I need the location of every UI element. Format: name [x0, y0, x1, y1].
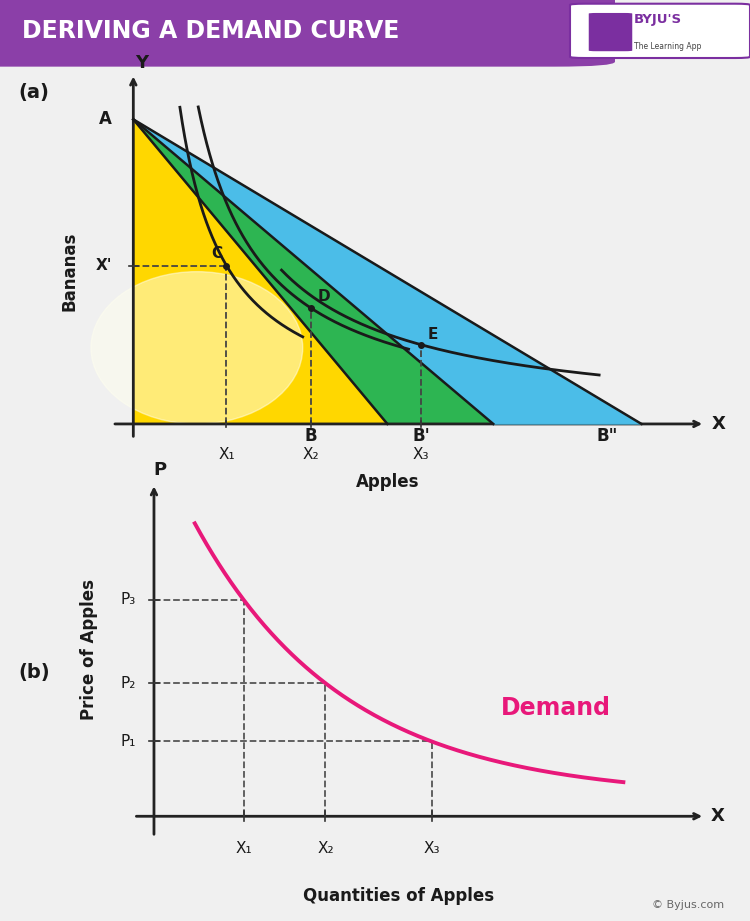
Polygon shape	[134, 120, 388, 424]
Text: B": B"	[597, 426, 618, 445]
Circle shape	[91, 272, 303, 424]
Polygon shape	[134, 120, 494, 424]
Text: BYJU'S: BYJU'S	[634, 13, 682, 26]
FancyBboxPatch shape	[570, 4, 750, 58]
Text: (a): (a)	[19, 83, 50, 101]
Text: X: X	[711, 415, 725, 433]
Text: Apples: Apples	[356, 472, 419, 491]
Text: Bananas: Bananas	[61, 232, 79, 311]
Text: X₁: X₁	[218, 447, 235, 461]
Text: X₃: X₃	[423, 841, 439, 857]
Text: X': X'	[96, 258, 112, 273]
Text: Price of Apples: Price of Apples	[80, 579, 98, 720]
Text: E: E	[427, 327, 438, 342]
Polygon shape	[134, 120, 641, 424]
Text: X₃: X₃	[413, 447, 430, 461]
Text: P₂: P₂	[120, 676, 136, 691]
Text: D: D	[317, 288, 330, 304]
Text: P: P	[154, 461, 166, 479]
Text: Y: Y	[135, 54, 148, 72]
Text: Quantities of Apples: Quantities of Apples	[303, 887, 494, 905]
Text: X₂: X₂	[303, 447, 320, 461]
Text: © Byjus.com: © Byjus.com	[652, 900, 724, 910]
Text: X₁: X₁	[236, 841, 252, 857]
Text: (b): (b)	[19, 663, 50, 682]
FancyBboxPatch shape	[589, 13, 632, 52]
Text: The Learning App: The Learning App	[634, 41, 701, 51]
Text: C: C	[211, 246, 223, 261]
Text: X: X	[711, 808, 725, 825]
Text: X₂: X₂	[317, 841, 334, 857]
Text: DERIVING A DEMAND CURVE: DERIVING A DEMAND CURVE	[22, 18, 400, 43]
FancyBboxPatch shape	[0, 0, 615, 66]
Text: B': B'	[413, 426, 430, 445]
Text: P₁: P₁	[120, 734, 136, 749]
Text: A: A	[99, 111, 112, 128]
Text: P₃: P₃	[120, 592, 136, 608]
Text: Demand: Demand	[501, 696, 611, 720]
Text: B: B	[304, 426, 317, 445]
